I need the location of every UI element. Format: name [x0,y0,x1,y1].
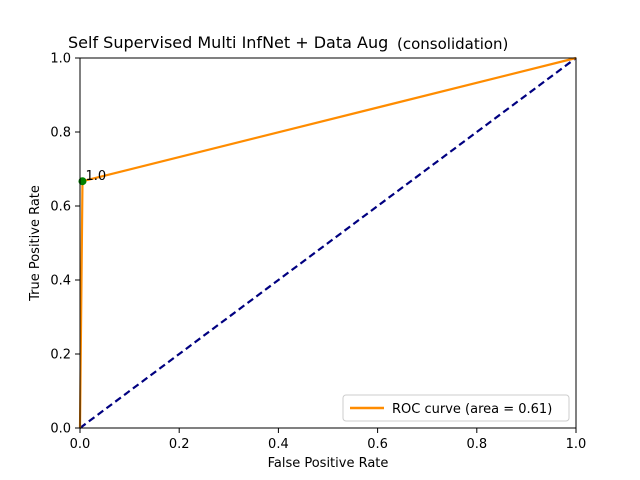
x-tick-label: 0.4 [268,437,289,452]
chart-subtitle: (consolidation) [397,35,508,53]
x-tick-label: 0.6 [367,437,388,452]
axes-frame [79,57,577,429]
y-tick-label: 0.8 [50,126,71,141]
y-tick-label: 0.0 [50,422,71,437]
legend-label-roc: ROC curve (area = 0.61) [392,402,552,417]
x-tick-label: 0.0 [70,437,91,452]
y-tick-label: 0.4 [50,274,71,289]
y-tick-label: 1.0 [50,52,71,67]
x-tick-label: 0.8 [466,437,487,452]
y-axis: 0.0 0.2 0.4 0.6 0.8 1.0 [50,52,80,437]
y-tick-label: 0.2 [50,348,71,363]
legend: ROC curve (area = 0.61) [342,394,570,422]
y-tick-label: 0.6 [50,200,71,215]
x-tick-label: 1.0 [566,437,587,452]
legend-box [342,394,570,422]
y-axis-label: True Positive Rate [28,185,43,302]
x-axis-label: False Positive Rate [268,456,389,471]
chart-title: Self Supervised Multi InfNet + Data Aug [68,33,388,52]
x-tick-label: 0.2 [169,437,190,452]
x-axis: 0.0 0.2 0.4 0.6 0.8 1.0 [70,428,587,452]
threshold-point-label: 1.0 [85,169,106,184]
chance-diagonal-line [79,57,577,429]
plot-area: 1.0 [78,56,577,429]
